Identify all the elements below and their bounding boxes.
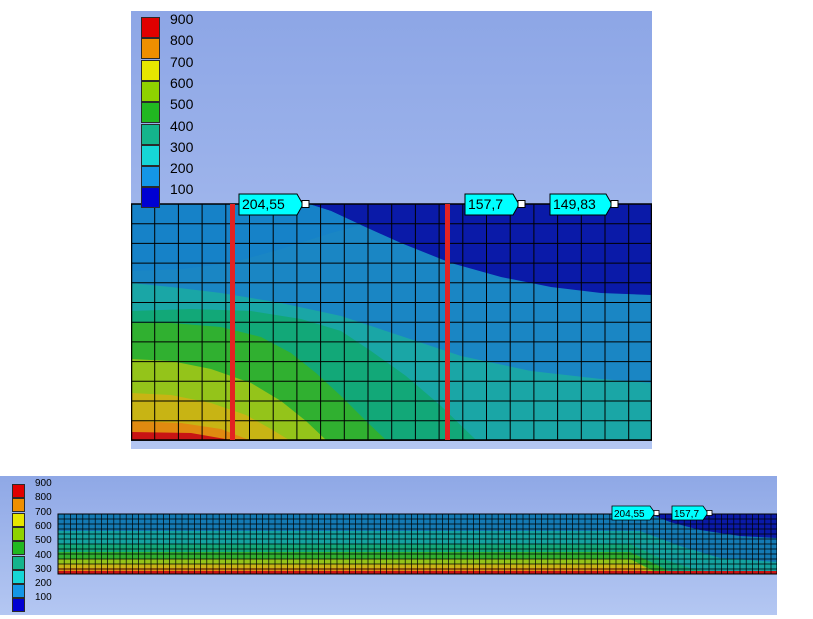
legend-tick-label: 800 (35, 492, 52, 504)
probe-value-label: 149,83 (553, 196, 596, 212)
legend-swatch (141, 17, 160, 38)
probe-callout[interactable]: 204,55 (238, 193, 310, 216)
legend-tick-label: 100 (35, 592, 52, 604)
legend-swatch (141, 80, 160, 102)
legend-swatch (141, 187, 160, 209)
legend-swatch (141, 38, 160, 60)
probe-callout[interactable]: 157,7 (671, 505, 713, 521)
legend-tick-label: 100 (170, 181, 194, 198)
probe-value-label: 157,7 (468, 196, 503, 212)
legend-swatch (141, 166, 160, 188)
legend-tick-label: 200 (170, 160, 194, 177)
probe-anchor-icon (517, 200, 526, 208)
legend-tick-label: 700 (170, 53, 194, 70)
legend-tick-label: 300 (170, 138, 194, 155)
probe-callout[interactable]: 157,7 (464, 193, 526, 216)
legend-swatch (141, 123, 160, 145)
probe-callout-box (238, 193, 304, 216)
probe-callout-box (464, 193, 520, 216)
legend-tick-label: 300 (35, 563, 52, 575)
contour-band-900 (131, 432, 231, 440)
legend-swatch (12, 526, 25, 541)
probe-marker-line (230, 204, 235, 440)
probe-callout[interactable]: 149,83 (549, 193, 619, 216)
zoomed-contour-plot[interactable]: 204,55 157,7 149,83 (131, 11, 652, 449)
probe-marker-line (445, 204, 450, 440)
probe-value-label: 204,55 (614, 509, 645, 520)
legend-tick-label: 600 (170, 74, 194, 91)
probe-anchor-icon (706, 510, 713, 516)
legend-tick-label: 600 (35, 520, 52, 532)
probe-anchor-icon (610, 200, 619, 208)
probe-callout-box (549, 193, 613, 216)
legend-tick-label: 700 (35, 506, 52, 518)
probe-value-label: 204,55 (242, 196, 285, 212)
contour-band-100 (309, 204, 652, 295)
probe-anchor-icon (301, 200, 310, 208)
legend-tick-label: 400 (35, 549, 52, 561)
legend-tick-label: 900 (170, 11, 194, 27)
viewport-overview[interactable]: 204,55 157,7 900 800 700 600 500 400 300 200 100 (0, 476, 777, 615)
mesh-border (57, 513, 777, 575)
mesh-border (131, 203, 652, 441)
legend-tick-label: 900 (35, 478, 52, 489)
legend-tick-label: 500 (170, 96, 194, 113)
overview-contour-plot[interactable]: 204,55 157,7 (0, 476, 777, 615)
legend-swatch (12, 498, 25, 513)
legend-swatch (12, 541, 25, 556)
legend-swatch (141, 144, 160, 166)
legend-tick-label: 200 (35, 578, 52, 590)
legend-tick-label: 800 (170, 32, 194, 49)
legend-tick-label: 500 (35, 535, 52, 547)
probe-callout-box (611, 505, 656, 521)
legend-swatch (141, 102, 160, 124)
legend-swatch (12, 484, 25, 498)
legend-swatch (141, 59, 160, 81)
contour-band-200-left (131, 204, 361, 271)
probe-callout[interactable]: 204,55 (611, 505, 660, 521)
viewport-zoomed[interactable]: 204,55 157,7 149,83 900 800 700 600 500 400 300 2… (131, 11, 652, 449)
probe-anchor-icon (653, 510, 660, 516)
legend-swatch (12, 555, 25, 570)
legend-swatch (12, 584, 25, 599)
probe-value-label: 157,7 (674, 509, 699, 520)
probe-callout-box (671, 505, 709, 521)
legend-swatch (12, 569, 25, 584)
legend-swatch (12, 598, 25, 613)
legend-swatch (12, 512, 25, 527)
legend-tick-label: 400 (170, 117, 194, 134)
mesh-grid (131, 203, 652, 441)
